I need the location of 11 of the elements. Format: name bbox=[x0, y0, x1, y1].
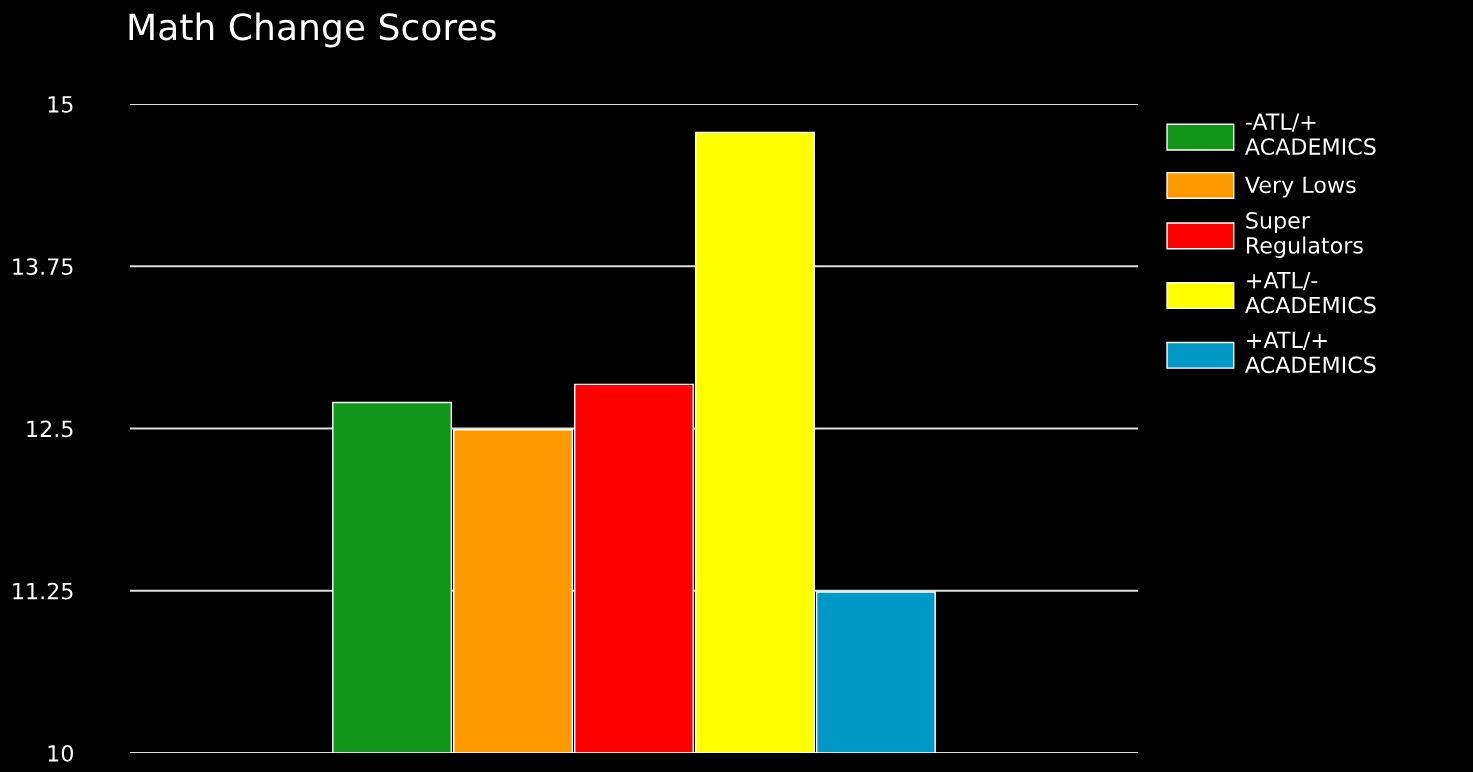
chart-title: Math Change Scores bbox=[129, 12, 496, 48]
legend-label: Super Regulators bbox=[1246, 212, 1363, 258]
legend-label: Very Lows bbox=[1245, 176, 1356, 198]
y-tick-label: 11.25 bbox=[13, 582, 73, 600]
legend-label: +ATL/- ACADEMICS bbox=[1245, 272, 1376, 314]
y-tick-label: 15 bbox=[48, 96, 73, 113]
y-tick-label: 12.5 bbox=[27, 420, 73, 438]
y-tick-label: 10 bbox=[48, 744, 73, 762]
legend-label: -ATL/+ ACADEMICS bbox=[1245, 113, 1376, 155]
legend-label: +ATL/+ ACADEMICS bbox=[1245, 331, 1376, 374]
y-tick-label: 13.75 bbox=[13, 258, 73, 276]
